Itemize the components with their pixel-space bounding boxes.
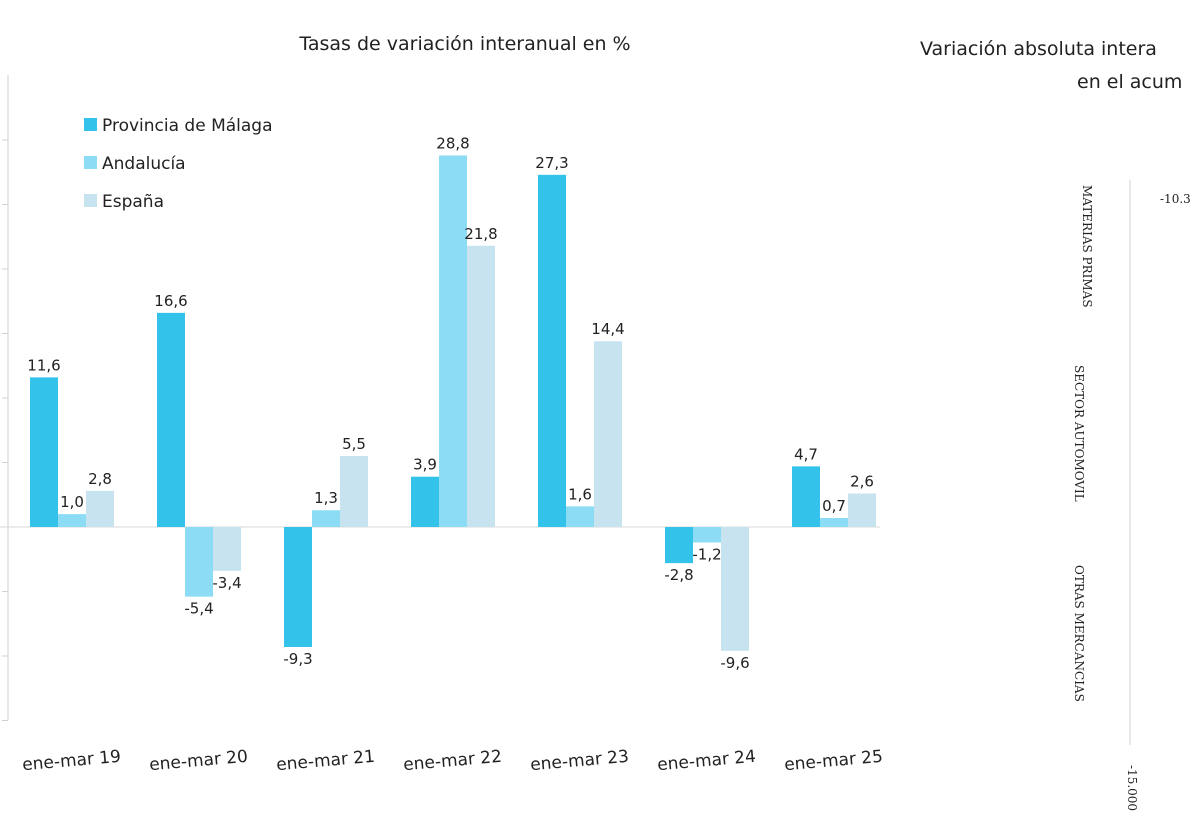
value-label: -10.3 — [1160, 192, 1191, 206]
legend-item: España — [102, 192, 164, 212]
legend-item: Provincia de Málaga — [102, 116, 273, 136]
data-label: 2,8 — [88, 470, 112, 488]
x-tick-label: ene-mar 20 — [148, 747, 248, 776]
data-label: 4,7 — [794, 445, 818, 463]
bar-malaga — [30, 377, 58, 527]
bar-espana — [467, 245, 495, 527]
data-label: -3,4 — [212, 574, 241, 592]
x-tick-label: ene-mar 22 — [402, 747, 502, 776]
data-label: 5,5 — [342, 435, 366, 453]
chart-title-right-line2: en el acum — [1077, 71, 1182, 93]
chart-title: Tasas de variación interanual en % — [298, 33, 630, 55]
data-label: 2,6 — [850, 472, 874, 490]
bar-espana — [594, 341, 622, 527]
legend-swatch — [84, 156, 97, 169]
data-label: 11,6 — [27, 356, 60, 374]
data-label: -5,4 — [184, 600, 213, 618]
data-label: -2,8 — [664, 566, 693, 584]
axis-tick-label: -15.000 — [1125, 765, 1139, 811]
bar-andalucia — [566, 506, 594, 527]
data-label: 1,0 — [60, 493, 84, 511]
data-label: 1,6 — [568, 485, 592, 503]
bar-malaga — [792, 466, 820, 527]
bar-espana — [86, 490, 114, 527]
bar-andalucia — [185, 527, 213, 597]
bar-andalucia — [439, 155, 467, 528]
x-tick-label: ene-mar 23 — [529, 747, 629, 776]
x-tick-label: ene-mar 24 — [656, 747, 756, 776]
data-label: 0,7 — [822, 497, 846, 515]
data-label: 27,3 — [535, 154, 568, 172]
data-label: 1,3 — [314, 489, 338, 507]
bar-malaga — [538, 174, 566, 527]
bar-andalucia — [312, 510, 340, 527]
bar-andalucia — [58, 514, 86, 527]
data-label: 21,8 — [464, 225, 497, 243]
category-label: OTRAS MERCANCIAS — [1072, 565, 1086, 702]
bar-malaga — [411, 476, 439, 527]
data-label: -9,3 — [283, 650, 312, 668]
category-label: SECTOR AUTOMOVIL — [1072, 365, 1086, 502]
chart-right: Variación absoluta intera en el acum MATER… — [920, 38, 1191, 811]
data-label: 3,9 — [413, 456, 437, 474]
bar-espana — [848, 493, 876, 527]
legend-item: Andalucía — [102, 154, 186, 174]
bar-andalucia — [820, 517, 848, 527]
data-label: 28,8 — [436, 134, 469, 152]
data-label: 16,6 — [154, 292, 187, 310]
legend-swatch — [84, 118, 97, 131]
bar-malaga — [284, 527, 312, 647]
data-label: -1,2 — [692, 545, 721, 563]
x-tick-label: ene-mar 21 — [275, 747, 375, 776]
chart-title-right: Variación absoluta intera — [920, 38, 1157, 60]
x-tick-label: ene-mar 25 — [783, 747, 883, 776]
bar-andalucia — [693, 527, 721, 543]
legend-swatch — [84, 194, 97, 207]
bar-espana — [213, 527, 241, 571]
bar-espana — [340, 456, 368, 527]
data-label: -9,6 — [720, 654, 749, 672]
bar-espana — [721, 527, 749, 651]
data-label: 14,4 — [591, 320, 624, 338]
x-tick-label: ene-mar 19 — [21, 747, 121, 776]
chart-left: Tasas de variación interanual en % 11,6 16… — [0, 33, 884, 775]
bar-malaga — [157, 312, 185, 527]
bar-malaga — [665, 527, 693, 564]
category-label: MATERIAS PRIMAS — [1080, 185, 1094, 308]
